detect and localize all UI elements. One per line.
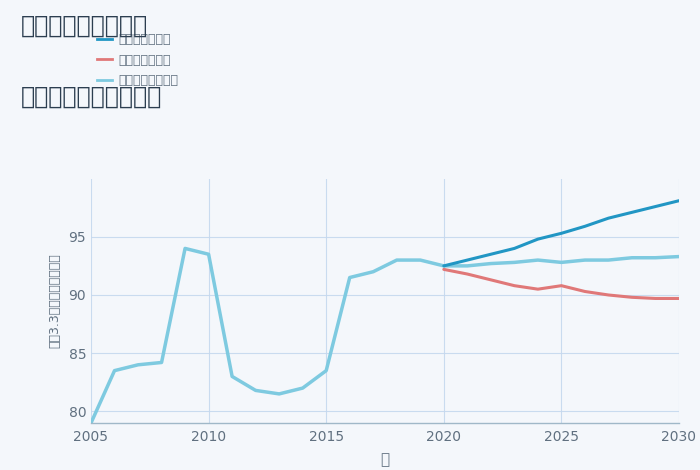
Text: 愛知県清須市鍋片の: 愛知県清須市鍋片の bbox=[21, 14, 148, 38]
X-axis label: 年: 年 bbox=[380, 452, 390, 467]
Text: 中古戸建ての価格推移: 中古戸建ての価格推移 bbox=[21, 85, 162, 109]
Y-axis label: 坪（3.3㎡）単価（万円）: 坪（3.3㎡）単価（万円） bbox=[48, 253, 62, 348]
Legend: グッドシナリオ, バッドシナリオ, ノーマルシナリオ: グッドシナリオ, バッドシナリオ, ノーマルシナリオ bbox=[97, 33, 178, 87]
